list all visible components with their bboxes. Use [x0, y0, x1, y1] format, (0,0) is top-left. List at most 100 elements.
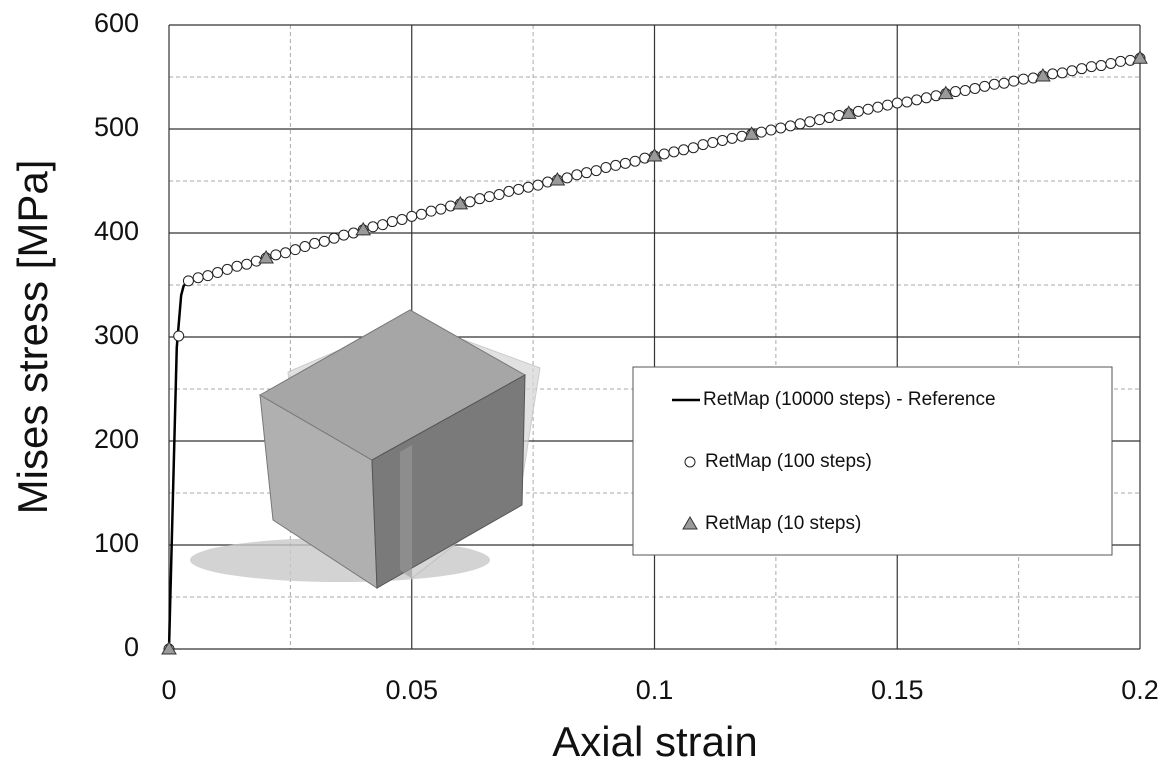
- marker-circle: [873, 102, 883, 112]
- marker-circle: [416, 209, 426, 219]
- marker-circle: [960, 86, 970, 96]
- marker-circle: [213, 268, 223, 278]
- marker-circle: [1096, 61, 1106, 71]
- marker-circle: [397, 214, 407, 224]
- marker-circle: [310, 238, 320, 248]
- marker-circle: [921, 93, 931, 103]
- marker-circle: [484, 192, 494, 202]
- marker-circle: [931, 91, 941, 101]
- marker-circle: [543, 177, 553, 187]
- marker-circle: [174, 331, 184, 341]
- marker-circle: [766, 125, 776, 135]
- marker-circle: [523, 182, 533, 192]
- x-tick-label: 0.05: [385, 675, 438, 705]
- marker-circle: [1106, 58, 1116, 68]
- marker-circle: [717, 135, 727, 145]
- marker-circle: [912, 95, 922, 105]
- marker-circle: [698, 140, 708, 150]
- y-tick-label: 500: [94, 112, 139, 142]
- y-axis-label: Mises stress [MPa]: [9, 160, 56, 515]
- marker-circle: [562, 173, 572, 183]
- x-tick-label: 0.2: [1121, 675, 1159, 705]
- marker-circle: [1116, 56, 1126, 66]
- marker-circle: [514, 184, 524, 194]
- marker-circle: [1057, 68, 1067, 78]
- marker-circle: [951, 87, 961, 97]
- marker-circle: [989, 79, 999, 89]
- marker-circle: [795, 119, 805, 129]
- marker-circle: [426, 206, 436, 216]
- marker-circle: [533, 180, 543, 190]
- marker-circle: [281, 248, 291, 258]
- marker-circle: [329, 233, 339, 243]
- marker-circle: [1086, 62, 1096, 72]
- marker-circle: [883, 100, 893, 110]
- marker-circle: [1125, 55, 1135, 65]
- marker-circle: [815, 115, 825, 125]
- cube-illustration: [190, 310, 540, 588]
- marker-circle: [300, 242, 310, 252]
- marker-circle: [242, 259, 252, 269]
- marker-circle: [1048, 69, 1058, 79]
- y-tick-label: 400: [94, 216, 139, 246]
- marker-circle: [1009, 76, 1019, 86]
- marker-circle: [1028, 73, 1038, 83]
- marker-circle: [446, 201, 456, 211]
- marker-circle: [601, 162, 611, 172]
- marker-circle: [504, 186, 514, 196]
- marker-circle: [863, 104, 873, 114]
- marker-circle: [1067, 66, 1077, 76]
- marker-circle: [737, 131, 747, 141]
- marker-circle: [611, 160, 621, 170]
- y-tick-label: 300: [94, 320, 139, 350]
- marker-circle: [494, 190, 504, 200]
- marker-circle: [465, 197, 475, 207]
- marker-circle: [407, 211, 417, 221]
- marker-circle: [319, 236, 329, 246]
- marker-circle: [222, 264, 232, 274]
- marker-circle: [776, 123, 786, 133]
- marker-circle: [785, 121, 795, 131]
- marker-circle: [727, 133, 737, 143]
- legend-label: RetMap (10000 steps) - Reference: [703, 389, 996, 410]
- marker-circle: [853, 106, 863, 116]
- marker-circle: [834, 110, 844, 120]
- marker-circle: [640, 153, 650, 163]
- marker-circle: [659, 149, 669, 159]
- marker-circle: [582, 168, 592, 178]
- marker-circle: [1077, 64, 1087, 74]
- marker-circle: [679, 145, 689, 155]
- marker-circle: [591, 166, 601, 176]
- marker-circle: [203, 271, 213, 281]
- marker-circle: [688, 143, 698, 153]
- legend-label: RetMap (10 steps): [705, 513, 861, 534]
- marker-circle: [756, 127, 766, 137]
- marker-circle: [271, 250, 281, 260]
- marker-circle: [368, 222, 378, 232]
- marker-circle: [669, 147, 679, 157]
- marker-circle: [708, 138, 718, 148]
- marker-circle: [970, 83, 980, 93]
- x-tick-label: 0.15: [871, 675, 924, 705]
- y-tick-label: 0: [124, 632, 139, 662]
- marker-circle: [475, 194, 485, 204]
- marker-circle: [902, 97, 912, 107]
- marker-circle: [572, 170, 582, 180]
- marker-circle: [630, 156, 640, 166]
- cube-edge: [400, 445, 412, 578]
- marker-circle: [980, 81, 990, 91]
- marker-circle: [436, 204, 446, 214]
- marker-circle: [387, 217, 397, 227]
- y-tick-label: 600: [94, 8, 139, 38]
- marker-circle: [892, 98, 902, 108]
- marker-circle: [183, 276, 193, 286]
- marker-circle: [193, 273, 203, 283]
- marker-circle: [232, 261, 242, 271]
- marker-circle: [685, 457, 695, 467]
- marker-circle: [620, 158, 630, 168]
- legend-label: RetMap (100 steps): [705, 451, 872, 472]
- marker-circle: [1018, 74, 1028, 84]
- marker-circle: [824, 113, 834, 123]
- marker-circle: [999, 78, 1009, 88]
- x-tick-label: 0.1: [636, 675, 674, 705]
